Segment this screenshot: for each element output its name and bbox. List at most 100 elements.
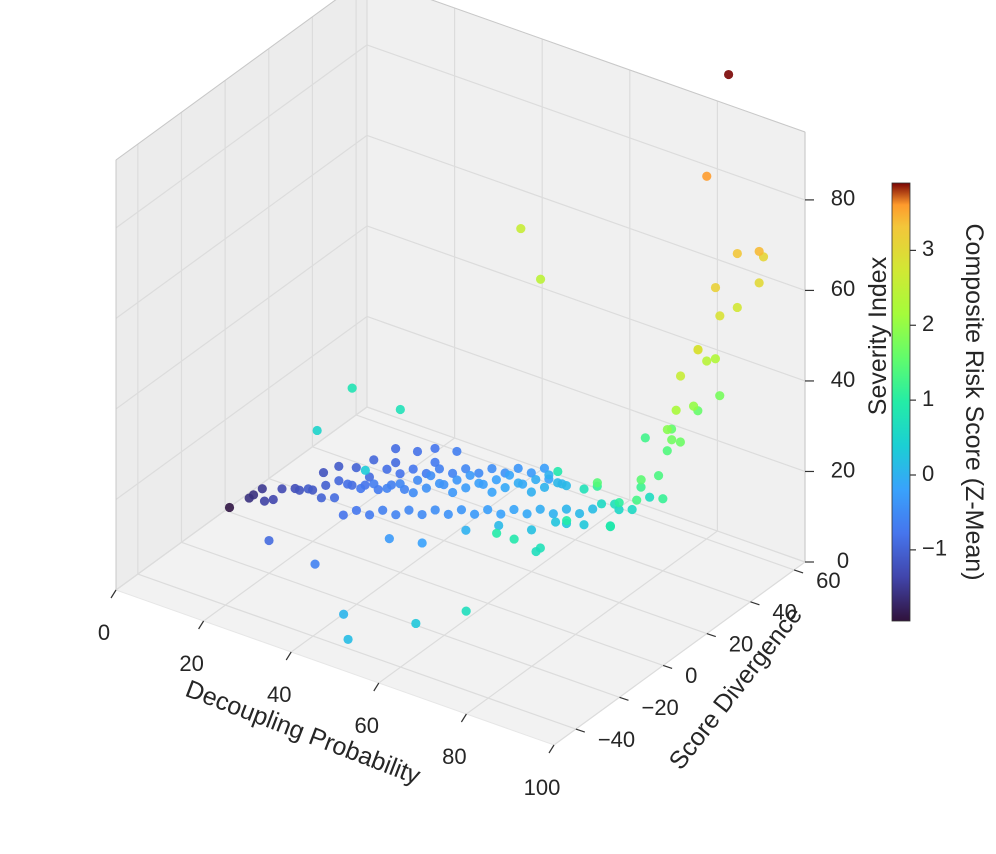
data-point <box>264 535 274 546</box>
data-point <box>411 618 421 629</box>
data-point <box>662 424 672 435</box>
data-point <box>461 525 471 535</box>
data-point <box>513 478 523 488</box>
data-point <box>343 479 353 489</box>
data-point <box>667 435 677 445</box>
grid-y-floor <box>181 541 620 698</box>
data-point <box>544 470 554 480</box>
colorbar-tick-label: 3 <box>922 236 934 261</box>
data-point <box>605 522 615 532</box>
data-point <box>360 465 370 475</box>
data-point <box>421 483 431 493</box>
data-point <box>447 468 458 478</box>
data-point <box>369 455 379 465</box>
axes-panes <box>114 0 807 746</box>
data-point <box>334 476 344 486</box>
data-point <box>430 457 440 468</box>
data-point <box>318 467 329 478</box>
y-tick-label: −40 <box>598 727 635 752</box>
data-point <box>492 528 502 538</box>
data-point <box>347 383 357 393</box>
data-point <box>715 311 725 321</box>
x-tick-mark <box>460 713 467 723</box>
data-point <box>268 494 278 505</box>
data-point <box>754 246 764 257</box>
data-point <box>522 509 532 519</box>
x-tick-mark <box>110 589 117 599</box>
data-point <box>516 223 526 234</box>
data-point <box>329 493 340 503</box>
data-point <box>395 469 405 479</box>
grid-y-floor <box>224 509 664 667</box>
grid-y-floor <box>137 573 577 730</box>
data-point <box>561 504 572 514</box>
colorbar-label: Composite Risk Score (Z-Mean) <box>960 223 988 580</box>
data-point <box>351 505 362 516</box>
data-point <box>702 171 712 181</box>
data-point <box>244 493 254 503</box>
data-point <box>553 466 563 477</box>
data-point <box>334 461 344 471</box>
y-tick-mark <box>662 664 673 670</box>
data-point <box>675 437 686 447</box>
grid-y-floor <box>268 478 707 635</box>
data-point <box>550 517 561 527</box>
data-point <box>259 496 270 506</box>
x-tick-mark <box>198 620 205 630</box>
x-tick-label: 80 <box>442 744 466 769</box>
data-point <box>338 510 348 520</box>
data-point <box>395 404 405 415</box>
y-tick-mark <box>575 728 586 733</box>
x-tick-label: 0 <box>98 620 110 645</box>
data-point <box>491 475 501 485</box>
grid-x-floor <box>378 499 631 684</box>
data-point <box>310 559 320 569</box>
data-point <box>531 546 541 557</box>
data-point <box>614 498 624 508</box>
data-point <box>413 475 423 485</box>
data-point <box>535 274 546 284</box>
data-point <box>693 345 703 355</box>
data-point <box>257 484 267 494</box>
colorbar-tick-label: 0 <box>922 461 934 486</box>
z-tick-label: 80 <box>831 186 855 211</box>
z-tick-label: 20 <box>831 457 855 482</box>
data-point <box>378 505 388 515</box>
data-point <box>417 538 427 548</box>
data-point <box>382 483 392 493</box>
x-tick-label: 60 <box>355 713 379 738</box>
data-point <box>653 471 664 481</box>
x-axis-label: Decoupling Probability <box>182 675 425 790</box>
data-point <box>384 534 394 544</box>
y-tick-mark <box>619 696 629 701</box>
data-point <box>531 474 541 485</box>
data-point <box>469 509 480 519</box>
data-point <box>382 464 392 474</box>
y-tick-label: 0 <box>685 663 697 688</box>
data-point <box>724 69 734 80</box>
x-tick-label: 40 <box>267 682 291 707</box>
data-point <box>461 483 471 493</box>
data-point <box>526 525 537 535</box>
data-point <box>364 510 375 520</box>
grid-x-floor <box>290 468 543 653</box>
data-point <box>408 488 418 498</box>
data-point <box>404 505 414 515</box>
data-point <box>645 492 655 502</box>
data-point <box>715 391 725 401</box>
data-point <box>356 483 366 494</box>
data-point <box>351 463 361 473</box>
data-point <box>417 509 427 520</box>
grid-lines <box>115 0 806 746</box>
data-point <box>224 502 235 513</box>
grid-z-side <box>115 44 368 229</box>
grid-z-back <box>366 134 806 291</box>
colorbar: −1 0 1 2 3 Composite Risk Score (Z-Mean) <box>891 182 988 622</box>
data-point <box>465 470 475 481</box>
colorbar-gradient <box>891 182 911 622</box>
data-point <box>461 606 471 616</box>
data-point <box>675 371 686 381</box>
colorbar-ticks: −1 0 1 2 3 <box>910 236 947 561</box>
colorbar-tick-label: 1 <box>922 386 934 411</box>
